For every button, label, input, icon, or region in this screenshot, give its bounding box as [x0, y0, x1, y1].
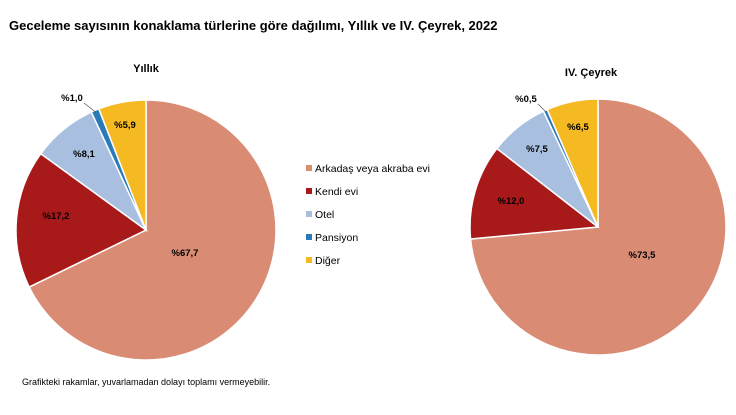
pie-slice-2: [469, 147, 600, 240]
slice-label: %7,5: [526, 144, 548, 155]
chart-title: Geceleme sayısının konaklama türlerine g…: [9, 18, 498, 33]
legend-entry: Diğer: [315, 255, 341, 267]
slice-label: %12,0: [498, 196, 525, 207]
slice-label: %8,1: [73, 149, 95, 160]
legend-entry: Arkadaş veya akraba evi: [315, 163, 430, 175]
footnote: Grafikteki rakamlar, yuvarlamadan dolayı…: [22, 377, 271, 387]
pie-slice-1: [28, 99, 277, 361]
pie-slice-5: [97, 99, 147, 231]
legend-entry: Kendi evi: [315, 186, 358, 198]
pie-title: Yıllık: [133, 63, 160, 75]
legend-entry: Otel: [315, 209, 334, 221]
slice-label: %0,5: [515, 94, 537, 105]
leader-line: [83, 102, 97, 113]
slice-label: %17,2: [43, 211, 70, 222]
legend-swatch: [306, 211, 312, 217]
legend-swatch: [306, 188, 312, 194]
legend-swatch: [306, 234, 312, 240]
pie-slice-2: [15, 152, 148, 289]
slice-label: %6,5: [567, 122, 589, 133]
slice-label: %5,9: [114, 120, 136, 131]
legend: Arkadaş veya akraba evi Kendi evi Otel Pans…: [306, 163, 430, 267]
legend-entry: Pansiyon: [315, 232, 358, 244]
slice-label: %67,7: [172, 248, 199, 259]
pie-title: IV. Çeyrek: [565, 67, 618, 79]
pie-2: %73,5 %12,0 %7,5 %0,5 %6,5 IV. Çeyrek: [469, 67, 727, 356]
slice-label: %1,0: [61, 93, 83, 104]
legend-swatch: [306, 165, 312, 171]
pie-slice-5: [546, 98, 599, 228]
leader-line: [537, 103, 547, 113]
slice-label: %73,5: [629, 250, 657, 261]
pie-1: %67,7 %17,2 %8,1 %1,0 %5,9 Yıllık: [15, 63, 277, 361]
legend-swatch: [306, 257, 312, 263]
